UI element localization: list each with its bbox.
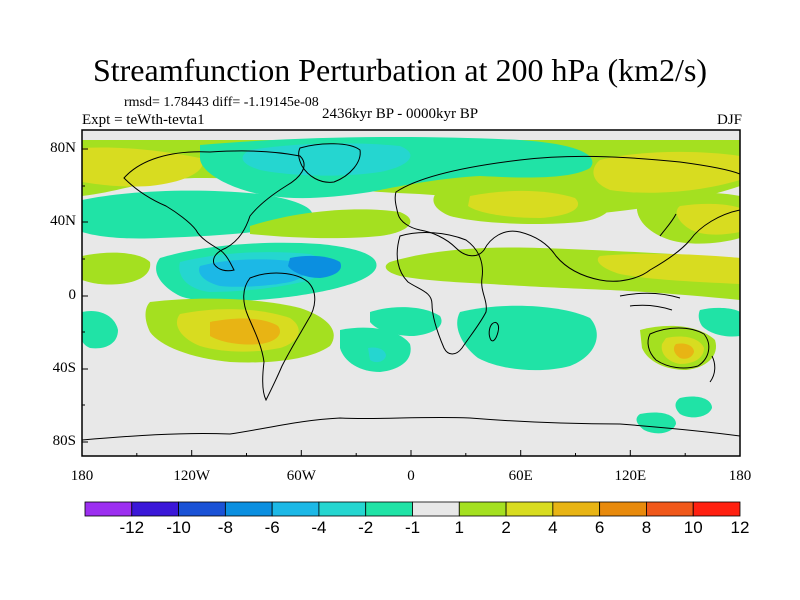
lon-label-180e: 180 [728, 468, 752, 484]
colorbar-label: 8 [641, 518, 652, 537]
colorbar-swatch [84, 501, 133, 517]
colorbar-swatch [599, 501, 647, 517]
colorbar-swatch [365, 501, 413, 517]
colorbar-swatch [318, 501, 367, 517]
colorbar-label: -10 [166, 518, 191, 537]
colorbar-label: -6 [264, 518, 280, 537]
field-patch [242, 143, 411, 176]
coast-madagascar [488, 321, 499, 342]
coast-antarctica [82, 416, 740, 441]
field-patch [675, 396, 712, 418]
field-patch [597, 253, 740, 284]
colorbar-swatch [224, 501, 273, 517]
colorbar-swatch [271, 501, 320, 517]
colorbar-label: -1 [404, 518, 421, 537]
lon-label-60w: 60W [286, 468, 316, 484]
colorbar-label: 12 [730, 518, 750, 537]
lon-label-60e: 60E [508, 468, 533, 484]
colorbar-label: 10 [683, 518, 703, 537]
coast-greenland [298, 143, 361, 183]
colorbar-label: -2 [358, 518, 374, 537]
field-patch [82, 147, 203, 187]
lat-label-80n: 80N [50, 140, 76, 156]
coast-japan [659, 213, 677, 237]
colorbar-swatch [692, 501, 741, 517]
coast-south-america [243, 272, 316, 402]
field-patch [250, 209, 411, 239]
coast-north-america [123, 150, 305, 272]
colorbar-swatch [131, 501, 179, 517]
colorbar-swatch [458, 501, 507, 517]
field-patch [698, 307, 740, 337]
colorbar-label: 1 [454, 518, 465, 537]
field-patch [468, 190, 579, 218]
period-label: 2436kyr BP - 0000kyr BP [322, 106, 479, 122]
colorbar-swatch [412, 501, 460, 517]
lon-label-180w: 180 [70, 468, 94, 484]
lat-label-80s: 80S [52, 433, 76, 449]
lon-label-0: 0 [407, 468, 415, 484]
field-patch [82, 252, 151, 285]
coast-indonesia [619, 292, 681, 311]
colorbar-swatch [505, 501, 554, 517]
coast-australia [647, 327, 710, 369]
field-patch [82, 310, 118, 349]
colorbar-label: 4 [548, 518, 558, 537]
colorbar-swatch [178, 501, 226, 517]
field-patch [457, 305, 597, 371]
lon-label-120w: 120W [173, 468, 211, 484]
field-patch [368, 347, 386, 363]
axis-ticks [81, 148, 741, 456]
field-patch [370, 307, 442, 336]
plot-title: Streamfunction Perturbation at 200 hPa (… [92, 52, 708, 88]
colorbar-label: -12 [119, 518, 145, 537]
lat-label-0: 0 [68, 287, 77, 303]
field-patch [676, 203, 740, 235]
field-patch [593, 151, 740, 193]
coast-africa [396, 232, 487, 355]
stats-line: rmsd= 1.78443 diff= -1.19145e-08 [124, 95, 319, 110]
experiment-label: Expt = teWth-tevta1 [82, 112, 205, 128]
field-patch [210, 318, 280, 345]
colorbar-swatch [552, 501, 601, 517]
colorbar-label: -4 [311, 518, 327, 537]
field-patch [288, 255, 342, 278]
coastlines [82, 143, 740, 441]
coast-new-zealand [709, 355, 716, 383]
season-label: DJF [716, 112, 742, 128]
colorbar-label: -8 [217, 518, 233, 537]
colorbar-label: 6 [594, 518, 605, 537]
field-patch [199, 259, 307, 287]
lat-label-40n: 40N [50, 213, 76, 229]
lat-label-40s: 40S [52, 360, 76, 376]
lon-label-120e: 120E [614, 468, 647, 484]
colorbar-label: 2 [501, 518, 511, 537]
colorbar-swatch [646, 501, 694, 517]
field-patch [673, 343, 694, 359]
